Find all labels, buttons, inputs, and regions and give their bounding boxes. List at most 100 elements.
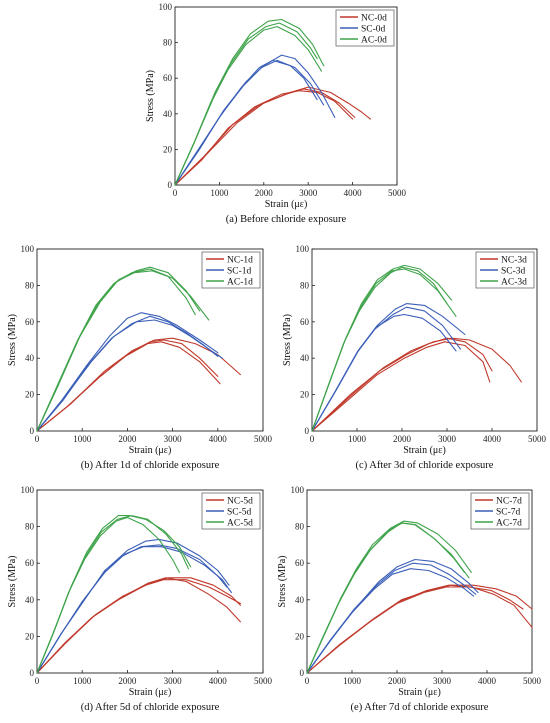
chart-caption: (d) After 5d of chloride exposure xyxy=(81,702,220,713)
y-tick-label: 0 xyxy=(30,668,35,678)
y-tick-label: 40 xyxy=(25,595,35,605)
series-line-ac-0d-specimen-2 xyxy=(174,18,325,186)
x-axis-label: Strain (με) xyxy=(129,687,172,698)
series-line-ac-7d-specimen-2 xyxy=(306,520,472,674)
series-line-sc-5d-specimen-1 xyxy=(36,544,228,674)
legend-label-ac: AC-3d xyxy=(501,277,527,287)
legend-label-ac: AC-1d xyxy=(227,277,253,287)
y-tick-label: 60 xyxy=(300,317,310,327)
y-tick-label: 60 xyxy=(163,73,173,83)
x-tick-label: 0 xyxy=(35,676,40,686)
y-axis-label: Stress (MPa) xyxy=(277,556,288,608)
x-tick-label: 4000 xyxy=(478,676,497,686)
legend-label-ac: AC-5d xyxy=(227,518,253,528)
y-tick-label: 100 xyxy=(296,244,310,254)
series-line-nc-3d-specimen-2 xyxy=(311,337,522,432)
x-tick-label: 0 xyxy=(310,434,315,444)
plot-frame xyxy=(306,489,533,674)
legend-label-ac: AC-7d xyxy=(496,518,522,528)
x-tick-label: 5000 xyxy=(528,434,547,444)
legend-label-nc: NC-7d xyxy=(496,496,522,506)
x-axis-label: Strain (με) xyxy=(129,445,172,456)
y-tick-label: 0 xyxy=(305,426,310,436)
y-axis-label: Stress (MPa) xyxy=(145,70,156,122)
y-tick-label: 40 xyxy=(300,353,310,363)
x-tick-label: 2000 xyxy=(388,676,407,686)
series-line-nc-0d-specimen-3 xyxy=(174,88,356,186)
y-tick-label: 80 xyxy=(25,280,35,290)
y-tick-label: 0 xyxy=(30,426,35,436)
y-tick-label: 80 xyxy=(25,522,35,532)
y-tick-label: 40 xyxy=(295,595,305,605)
y-tick-label: 80 xyxy=(300,280,310,290)
x-tick-label: 4000 xyxy=(209,434,228,444)
series-line-ac-3d-specimen-2 xyxy=(311,264,453,432)
x-tick-label: 5000 xyxy=(388,188,407,198)
x-tick-label: 1000 xyxy=(348,434,367,444)
legend-label-nc: NC-1d xyxy=(227,255,253,265)
chart-caption: (a) Before chloride exposure xyxy=(226,214,347,225)
x-tick-label: 3000 xyxy=(438,434,457,444)
chart-caption: (c) After 3d of chloride exposure xyxy=(356,460,494,471)
y-tick-label: 60 xyxy=(295,558,305,568)
series-line-nc-0d-specimen-2 xyxy=(174,86,371,186)
plot-frame xyxy=(174,6,398,186)
y-tick-label: 80 xyxy=(163,38,173,48)
x-tick-label: 4000 xyxy=(344,188,363,198)
series-line-sc-1d-specimen-3 xyxy=(36,315,219,432)
chart-panel-1: 0 1000 2000 3000 4000 5000 0 20 40 60 80 100 Strain … xyxy=(7,244,273,471)
y-tick-label: 20 xyxy=(163,144,173,154)
series-line-ac-1d-specimen-1 xyxy=(36,268,196,432)
plot-frame xyxy=(36,489,264,674)
series-line-nc-1d-specimen-3 xyxy=(36,341,221,432)
x-tick-label: 1000 xyxy=(210,188,229,198)
series-line-nc-5d-specimen-1 xyxy=(36,579,241,674)
y-tick-label: 60 xyxy=(25,317,35,327)
series-line-ac-3d-specimen-3 xyxy=(311,268,457,432)
x-tick-label: 1000 xyxy=(343,676,362,686)
y-tick-label: 80 xyxy=(295,522,305,532)
legend-label-nc: NC-3d xyxy=(501,255,527,265)
y-tick-label: 100 xyxy=(291,485,305,495)
x-tick-label: 5000 xyxy=(254,434,273,444)
series-line-nc-1d-specimen-2 xyxy=(36,337,241,432)
y-tick-label: 20 xyxy=(295,631,305,641)
x-tick-label: 2000 xyxy=(118,676,137,686)
x-tick-label: 4000 xyxy=(209,676,228,686)
x-tick-label: 4000 xyxy=(483,434,502,444)
chart-panel-0: 0 1000 2000 3000 4000 5000 0 20 40 60 80 100 Strain … xyxy=(145,2,407,225)
y-tick-label: 100 xyxy=(159,2,173,12)
legend-label-ac: AC-0d xyxy=(361,35,387,45)
y-axis-label: Stress (MPa) xyxy=(7,556,18,608)
series-line-ac-1d-specimen-3 xyxy=(36,270,210,432)
x-tick-label: 2000 xyxy=(118,434,137,444)
series-line-nc-3d-specimen-3 xyxy=(311,341,491,432)
series-line-ac-0d-specimen-3 xyxy=(174,22,318,186)
series-line-nc-7d-specimen-3 xyxy=(306,584,533,674)
y-tick-label: 20 xyxy=(25,631,35,641)
chart-caption: (e) After 7d of chloride exposure xyxy=(351,702,489,713)
chart-caption: (b) After 1d of chloride exposure xyxy=(81,460,220,471)
chart-panel-4: 0 1000 2000 3000 4000 5000 0 20 40 60 80 100 Strain … xyxy=(277,485,542,713)
y-tick-label: 0 xyxy=(300,668,305,678)
x-tick-label: 2000 xyxy=(393,434,412,444)
y-tick-label: 20 xyxy=(300,390,310,400)
y-tick-label: 100 xyxy=(21,485,35,495)
legend-label-nc: NC-5d xyxy=(227,496,253,506)
series-line-sc-0d-specimen-1 xyxy=(174,59,318,186)
y-tick-label: 40 xyxy=(25,353,35,363)
x-axis-label: Strain (με) xyxy=(403,445,446,456)
legend-label-sc: SC-0d xyxy=(361,24,386,34)
y-tick-label: 40 xyxy=(163,109,173,119)
series-line-sc-3d-specimen-3 xyxy=(311,313,457,432)
series-line-ac-7d-specimen-3 xyxy=(306,522,466,674)
series-line-nc-0d-specimen-1 xyxy=(174,90,354,186)
series-line-nc-5d-specimen-3 xyxy=(36,577,241,674)
x-tick-label: 1000 xyxy=(73,434,92,444)
chart-panel-3: 0 1000 2000 3000 4000 5000 0 20 40 60 80 100 Strain … xyxy=(7,485,273,713)
series-line-ac-5d-specimen-3 xyxy=(36,515,189,674)
